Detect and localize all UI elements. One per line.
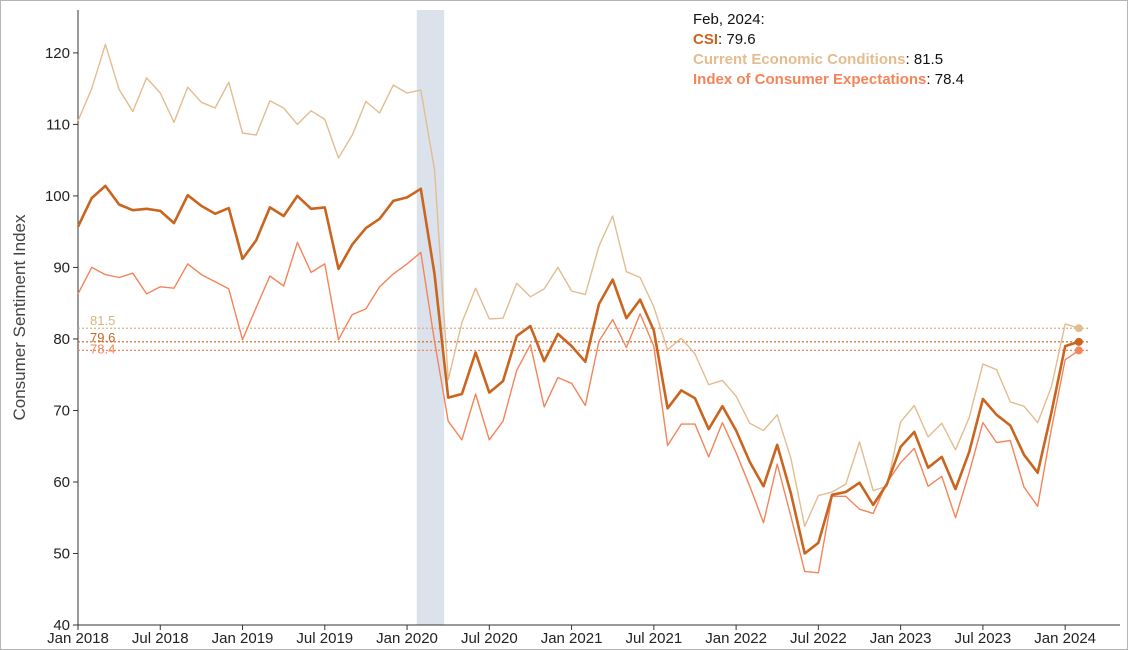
x-tick-label: Jan 2023	[870, 630, 932, 647]
annotation-name-current: Current Economic Conditions	[693, 51, 906, 68]
reference-lines-layer: 81.5 79.678.4	[78, 313, 1090, 356]
series-end-point	[1074, 346, 1083, 355]
annotation-date: Feb, 2024:	[693, 11, 765, 28]
y-tick-label: 110	[46, 116, 70, 133]
reference-label: 79.6	[90, 330, 115, 345]
annotation-value-expectations: 78.4	[934, 71, 964, 88]
y-tick-label: 80	[53, 331, 70, 348]
y-tick-label: 90	[53, 259, 70, 276]
y-tick-label: 50	[53, 545, 70, 562]
annotation-name-csi: CSI	[693, 31, 719, 48]
series-line	[77, 241, 1080, 574]
series-line	[76, 184, 1080, 555]
x-tick-label: Jan 2022	[705, 630, 767, 647]
x-tick-label: Jul 2022	[790, 630, 847, 647]
x-tick-label: Jan 2018	[47, 630, 109, 647]
annotation-row-csi: CSI: 79.6	[693, 31, 756, 48]
annotation-value-current: 81.5	[913, 51, 944, 68]
series-line	[77, 43, 1080, 527]
x-tick-label: Jan 2024	[1034, 630, 1096, 647]
series-end-point	[1074, 324, 1083, 333]
y-tick-label: 120	[45, 45, 70, 62]
end-markers-layer	[1074, 324, 1083, 355]
x-tick-label: Jul 2021	[625, 630, 682, 647]
reference-label: 78.4	[90, 341, 115, 356]
annotation-value-csi: 79.6	[726, 31, 756, 48]
x-tick-label: Jul 2019	[296, 630, 353, 647]
x-tick-label: Jul 2023	[955, 630, 1012, 647]
x-tick-label: Jul 2018	[132, 630, 189, 647]
y-tick-label: 100	[45, 188, 70, 205]
x-tick-label: Jan 2019	[212, 630, 274, 647]
annotation-name-expectations: Index of Consumer Expectations	[693, 71, 927, 88]
series-end-point	[1074, 337, 1083, 346]
y-tick-label: 70	[53, 402, 70, 419]
x-tick-label: Jan 2020	[376, 630, 438, 647]
annotation-row-current: Current Economic Conditions: 81.5	[693, 51, 944, 68]
x-tick-label: Jul 2020	[461, 630, 518, 647]
reference-label: 81.5	[90, 313, 115, 328]
annotation-row-expectations: Index of Consumer Expectations: 78.4	[693, 71, 964, 88]
hover-annotation: Feb, 2024: CSI: 79.6 Current Economic Co…	[693, 10, 964, 90]
series-layer	[76, 43, 1080, 574]
x-tick-label: Jan 2021	[541, 630, 603, 647]
axes: 40 50 60 70 80 90 100 110 120 Jan 2018 Jul 2018 Jan…	[10, 10, 1120, 647]
y-tick-label: 40	[53, 617, 70, 634]
y-tick-label: 60	[53, 474, 70, 491]
y-axis-title: Consumer Sentiment Index	[10, 214, 29, 420]
